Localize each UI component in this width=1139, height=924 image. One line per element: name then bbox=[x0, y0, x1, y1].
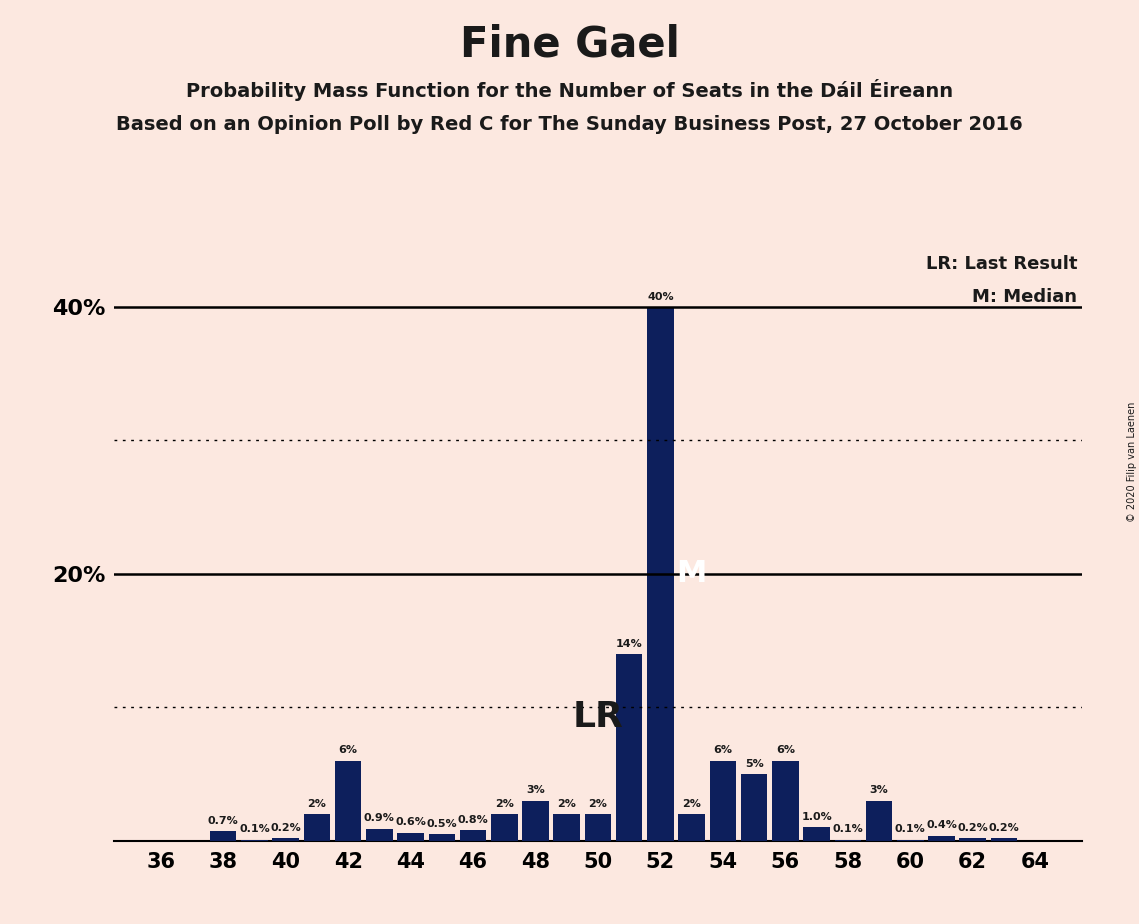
Bar bbox=[304, 814, 330, 841]
Bar bbox=[679, 814, 705, 841]
Text: 1.0%: 1.0% bbox=[801, 812, 831, 822]
Text: M: Median: M: Median bbox=[973, 288, 1077, 306]
Bar bbox=[710, 760, 736, 841]
Bar bbox=[803, 828, 830, 841]
Text: Fine Gael: Fine Gael bbox=[459, 23, 680, 65]
Text: 2%: 2% bbox=[682, 799, 702, 808]
Text: 2%: 2% bbox=[557, 799, 576, 808]
Bar bbox=[491, 814, 517, 841]
Bar bbox=[616, 654, 642, 841]
Text: 0.1%: 0.1% bbox=[833, 824, 863, 834]
Text: 5%: 5% bbox=[745, 759, 763, 769]
Text: © 2020 Filip van Laenen: © 2020 Filip van Laenen bbox=[1126, 402, 1137, 522]
Bar bbox=[866, 801, 892, 841]
Text: 6%: 6% bbox=[776, 746, 795, 756]
Text: 3%: 3% bbox=[870, 785, 888, 796]
Text: 6%: 6% bbox=[338, 746, 358, 756]
Text: 6%: 6% bbox=[713, 746, 732, 756]
Text: 0.8%: 0.8% bbox=[458, 815, 489, 825]
Text: 40%: 40% bbox=[647, 292, 674, 301]
Text: LR: Last Result: LR: Last Result bbox=[926, 255, 1077, 274]
Text: 0.4%: 0.4% bbox=[926, 821, 957, 830]
Text: M: M bbox=[677, 559, 707, 589]
Text: 2%: 2% bbox=[308, 799, 327, 808]
Text: 0.1%: 0.1% bbox=[895, 824, 926, 834]
Text: 2%: 2% bbox=[589, 799, 607, 808]
Bar bbox=[584, 814, 612, 841]
Bar bbox=[523, 801, 549, 841]
Bar bbox=[335, 760, 361, 841]
Text: Probability Mass Function for the Number of Seats in the Dáil Éireann: Probability Mass Function for the Number… bbox=[186, 79, 953, 101]
Bar bbox=[740, 774, 768, 841]
Bar bbox=[959, 838, 986, 841]
Text: 0.9%: 0.9% bbox=[364, 813, 395, 823]
Bar bbox=[928, 835, 954, 841]
Text: 0.2%: 0.2% bbox=[958, 823, 989, 833]
Bar bbox=[241, 840, 268, 841]
Bar bbox=[991, 838, 1017, 841]
Bar bbox=[554, 814, 580, 841]
Bar bbox=[428, 834, 456, 841]
Text: 0.2%: 0.2% bbox=[270, 823, 301, 833]
Bar bbox=[366, 829, 393, 841]
Text: 3%: 3% bbox=[526, 785, 544, 796]
Text: Based on an Opinion Poll by Red C for The Sunday Business Post, 27 October 2016: Based on an Opinion Poll by Red C for Th… bbox=[116, 116, 1023, 135]
Bar bbox=[898, 840, 924, 841]
Text: 2%: 2% bbox=[494, 799, 514, 808]
Bar bbox=[210, 832, 237, 841]
Text: 0.5%: 0.5% bbox=[426, 819, 457, 829]
Bar bbox=[772, 760, 798, 841]
Text: 0.6%: 0.6% bbox=[395, 818, 426, 828]
Bar bbox=[272, 838, 298, 841]
Text: 0.1%: 0.1% bbox=[239, 824, 270, 834]
Bar bbox=[835, 840, 861, 841]
Text: 0.7%: 0.7% bbox=[207, 816, 238, 826]
Bar bbox=[460, 830, 486, 841]
Text: LR: LR bbox=[573, 700, 623, 734]
Bar bbox=[398, 833, 424, 841]
Text: 0.2%: 0.2% bbox=[989, 823, 1019, 833]
Bar bbox=[647, 307, 673, 841]
Text: 14%: 14% bbox=[616, 638, 642, 649]
